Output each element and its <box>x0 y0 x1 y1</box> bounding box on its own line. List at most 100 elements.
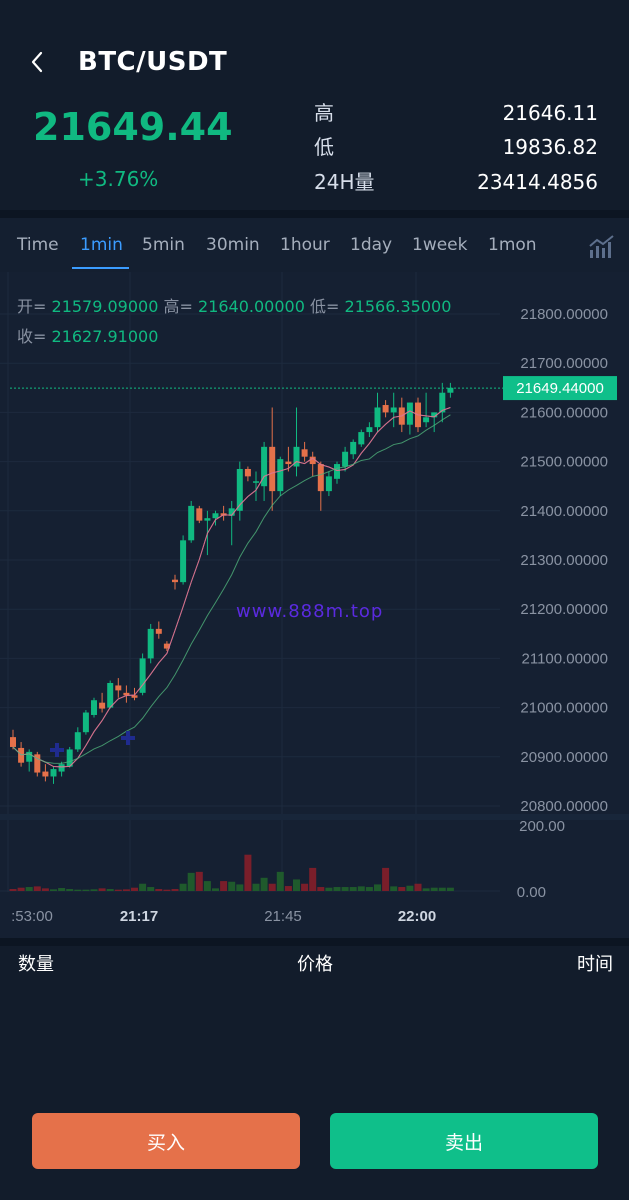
volume-bar <box>228 881 236 891</box>
stat-high-label: 高 <box>314 101 334 125</box>
volume-bar <box>114 889 122 891</box>
sell-button[interactable]: 卖出 <box>330 1113 598 1169</box>
volume-bar <box>422 888 430 891</box>
candle <box>342 451 349 467</box>
candle <box>123 692 130 696</box>
ticker-header: BTC/USDT 21649.44 +3.76% 高 21646.11 低 19… <box>0 0 629 210</box>
price-axis-label: 21300.00000 <box>520 552 608 569</box>
price-change: +3.76% <box>78 167 159 191</box>
volume-bar <box>17 887 25 891</box>
volume-bar <box>244 854 252 891</box>
candle <box>212 513 219 519</box>
candle <box>91 700 97 715</box>
ohlc-low-label: 低= <box>310 297 340 316</box>
price-axis-label: 21800.00000 <box>520 306 608 323</box>
volume-bar <box>74 889 82 891</box>
volume-bar <box>220 881 228 891</box>
col-price: 价格 <box>297 954 333 975</box>
volume-bar <box>203 881 211 891</box>
volume-bar <box>212 888 219 891</box>
volume-bar <box>25 887 33 891</box>
volume-bar <box>309 867 317 891</box>
candle <box>180 540 187 583</box>
candle <box>309 456 316 465</box>
tab-30min[interactable]: 30min <box>206 235 260 255</box>
stat-low-value: 19836.82 <box>502 135 598 159</box>
tab-1hour[interactable]: 1hour <box>280 235 330 255</box>
candle <box>196 508 203 521</box>
volume-bar <box>365 887 373 891</box>
candle <box>447 387 454 393</box>
time-axis-label: 22:00 <box>398 908 436 925</box>
volume-bar <box>236 884 244 891</box>
candle <box>10 737 16 747</box>
ohlc-high-label: 高= <box>163 297 193 316</box>
candle <box>244 468 251 477</box>
volume-bar <box>382 867 390 891</box>
kline-chart[interactable]: 21800.00000 21700.00000 21600.00000 21500.0… <box>0 272 629 938</box>
candle <box>236 468 243 511</box>
volume-bar <box>293 879 300 891</box>
last-price: 21649.44 <box>33 105 233 149</box>
time-axis-label: 21:17 <box>120 908 158 925</box>
chevron-left-icon <box>31 51 43 73</box>
price-axis-label: 21100.00000 <box>522 650 608 667</box>
candle <box>204 518 211 521</box>
candle <box>317 464 324 492</box>
volume-bar <box>131 887 138 891</box>
volume-bar <box>301 883 309 891</box>
volume-bar <box>155 889 163 891</box>
chart-type-button[interactable] <box>588 234 616 260</box>
candle <box>439 392 446 413</box>
candle <box>350 441 357 455</box>
ohlc-low-value: 21566.35000 <box>344 297 452 316</box>
volume-bar <box>446 887 454 891</box>
volume-bar <box>50 889 57 891</box>
volume-bar <box>122 889 130 891</box>
ma-line <box>12 407 451 768</box>
watermark: www.888m.top <box>236 601 384 622</box>
volume-bar <box>98 888 106 891</box>
candle <box>107 683 114 708</box>
volume-bar <box>82 889 90 891</box>
current-price-tag <box>503 376 617 401</box>
active-tab-indicator <box>72 267 129 269</box>
candle <box>358 432 365 445</box>
candle <box>269 446 276 492</box>
candle <box>423 417 430 423</box>
volume-bar <box>341 887 349 891</box>
volume-bar <box>260 877 268 891</box>
tab-5min[interactable]: 5min <box>142 235 185 255</box>
candle <box>115 685 122 691</box>
candle <box>42 771 49 777</box>
volume-bar <box>268 883 276 891</box>
volume-bar <box>414 883 422 891</box>
candle <box>366 427 373 433</box>
cross-marker <box>50 743 64 757</box>
stat-volume-value: 23414.4856 <box>477 170 598 194</box>
candle <box>66 749 73 767</box>
candle <box>50 769 57 777</box>
buy-button[interactable]: 买入 <box>32 1113 300 1169</box>
time-axis-label: :53:00 <box>11 908 53 925</box>
tab-1min[interactable]: 1min <box>80 235 123 255</box>
candle <box>139 658 146 693</box>
divider <box>0 210 629 218</box>
volume-bar <box>438 887 446 891</box>
tab-1day[interactable]: 1day <box>350 235 393 255</box>
volume-bar <box>90 889 98 891</box>
volume-pane-divider <box>0 814 629 820</box>
ohlc-close-value: 21627.91000 <box>51 327 159 346</box>
ohlc-line-2: 收= 21627.91000 <box>17 325 158 349</box>
tab-time[interactable]: Time <box>17 235 59 255</box>
candle <box>58 764 65 772</box>
kline-chart-area: 21800.00000 21700.00000 21600.00000 21500.0… <box>0 272 629 938</box>
back-button[interactable] <box>22 44 52 80</box>
tab-1week[interactable]: 1week <box>412 235 468 255</box>
candle <box>26 751 33 762</box>
candle <box>293 446 300 467</box>
volume-bar <box>171 889 179 891</box>
volume-bar <box>179 883 187 891</box>
tab-1mon[interactable]: 1mon <box>488 235 537 255</box>
volume-bar <box>106 889 114 891</box>
